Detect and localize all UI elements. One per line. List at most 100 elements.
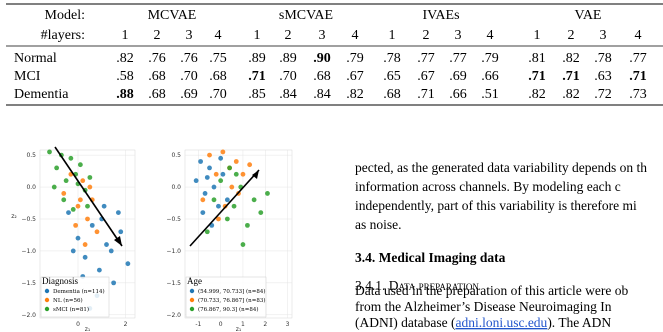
table-cell: .76 bbox=[180, 51, 198, 66]
y-tick-label: −0.5 bbox=[21, 216, 36, 223]
table-header: 1 bbox=[122, 28, 129, 43]
table-cell: .78 bbox=[594, 51, 612, 66]
point bbox=[94, 229, 100, 235]
text-line: from the Alzheimer’s Disease Neuroimagin… bbox=[355, 299, 612, 314]
point bbox=[240, 171, 246, 177]
table-cell: .77 bbox=[629, 51, 647, 66]
y-axis-label: z₂ bbox=[11, 213, 17, 220]
y-tick-label: 0.5 bbox=[26, 152, 36, 159]
table-cell: .66 bbox=[449, 87, 467, 102]
row-label: Dementia bbox=[14, 87, 69, 102]
point bbox=[218, 155, 224, 161]
table-cell: .89 bbox=[279, 51, 297, 66]
table-cell: .65 bbox=[383, 69, 401, 84]
point bbox=[73, 222, 79, 228]
point bbox=[75, 203, 81, 209]
table-cell: .71 bbox=[417, 87, 435, 102]
table-header: 4 bbox=[487, 28, 494, 43]
text-line: (ADNI) database (adni.loni.usc.edu). The… bbox=[355, 315, 611, 330]
section-heading: 3.4. Medical Imaging data bbox=[355, 250, 506, 265]
text: (ADNI) database ( bbox=[355, 315, 456, 330]
legend-label: (76.867, 90.3] (n=84) bbox=[198, 306, 258, 313]
point bbox=[204, 229, 210, 235]
table-cell: .79 bbox=[346, 51, 364, 66]
point bbox=[87, 175, 93, 180]
table-group-header: MCVAE bbox=[148, 8, 197, 23]
x-tick-label: 3 bbox=[286, 321, 290, 328]
point bbox=[213, 171, 219, 177]
legend-marker bbox=[44, 297, 50, 303]
table-group-header: VAE bbox=[575, 8, 602, 23]
point bbox=[193, 178, 199, 184]
table-header: 2 bbox=[423, 28, 430, 43]
point bbox=[229, 184, 235, 190]
point bbox=[70, 207, 76, 212]
link[interactable]: adni.loni.usc.edu bbox=[455, 315, 547, 330]
legend-marker bbox=[44, 306, 50, 312]
x-tick-label: 2 bbox=[124, 321, 128, 328]
row-label: Normal bbox=[14, 51, 57, 66]
table-header: 2 bbox=[568, 28, 575, 43]
legend-marker bbox=[189, 297, 195, 303]
table-cell: .90 bbox=[313, 51, 331, 66]
table-group-header: sMCVAE bbox=[279, 8, 333, 23]
point bbox=[68, 155, 74, 161]
table-cell: .77 bbox=[449, 51, 467, 66]
text-line: Data used in the preparation of this art… bbox=[355, 283, 629, 298]
table-cell: .69 bbox=[449, 69, 467, 84]
row-label: MCI bbox=[14, 69, 41, 84]
point bbox=[54, 165, 60, 171]
point bbox=[101, 203, 107, 209]
table-header: 2 bbox=[285, 28, 292, 43]
point bbox=[265, 191, 270, 196]
table-cell: .84 bbox=[279, 87, 297, 102]
point bbox=[51, 184, 57, 190]
point bbox=[200, 210, 206, 216]
x-tick-label: -1 bbox=[195, 321, 201, 328]
point bbox=[216, 216, 221, 222]
table-cell: .67 bbox=[417, 69, 435, 84]
point bbox=[198, 159, 204, 164]
point bbox=[82, 242, 88, 247]
table-cell: .63 bbox=[594, 69, 612, 84]
point bbox=[207, 152, 212, 158]
point bbox=[47, 149, 52, 155]
legend-label: sMCI (n=81) bbox=[53, 306, 89, 313]
point bbox=[77, 197, 83, 203]
legend-box bbox=[185, 276, 267, 318]
point bbox=[218, 178, 224, 184]
table-cell: .71 bbox=[528, 69, 546, 84]
table-cell: .68 bbox=[209, 69, 227, 84]
table-cell: .84 bbox=[313, 87, 331, 102]
point bbox=[224, 197, 230, 203]
table-cell: .66 bbox=[481, 69, 499, 84]
table-cell: .72 bbox=[594, 87, 612, 102]
point bbox=[204, 175, 210, 180]
y-tick-label: −1.5 bbox=[21, 280, 36, 287]
point bbox=[66, 210, 71, 216]
point bbox=[80, 178, 86, 184]
point bbox=[211, 197, 217, 203]
legend-label: NL (n=56) bbox=[53, 297, 83, 304]
table-cell: .68 bbox=[148, 87, 166, 102]
y-tick-label: −2.0 bbox=[166, 312, 181, 319]
point bbox=[104, 242, 109, 247]
table-cell: .77 bbox=[417, 51, 435, 66]
x-axis-label: z₁ bbox=[85, 326, 91, 332]
legend-marker bbox=[189, 288, 195, 294]
point bbox=[87, 184, 93, 190]
table-header: 4 bbox=[215, 28, 222, 43]
table-cell: .70 bbox=[209, 87, 227, 102]
point bbox=[247, 162, 253, 168]
table-header: 1 bbox=[534, 28, 541, 43]
table-header: 3 bbox=[319, 28, 326, 43]
table-cell: .76 bbox=[148, 51, 166, 66]
point bbox=[202, 191, 208, 196]
y-tick-label: −2.0 bbox=[21, 312, 36, 319]
point bbox=[216, 203, 221, 209]
text-line: information across channels. By modeling… bbox=[355, 179, 621, 194]
point bbox=[63, 178, 69, 184]
table-cell: .82 bbox=[562, 87, 580, 102]
point bbox=[111, 280, 117, 286]
